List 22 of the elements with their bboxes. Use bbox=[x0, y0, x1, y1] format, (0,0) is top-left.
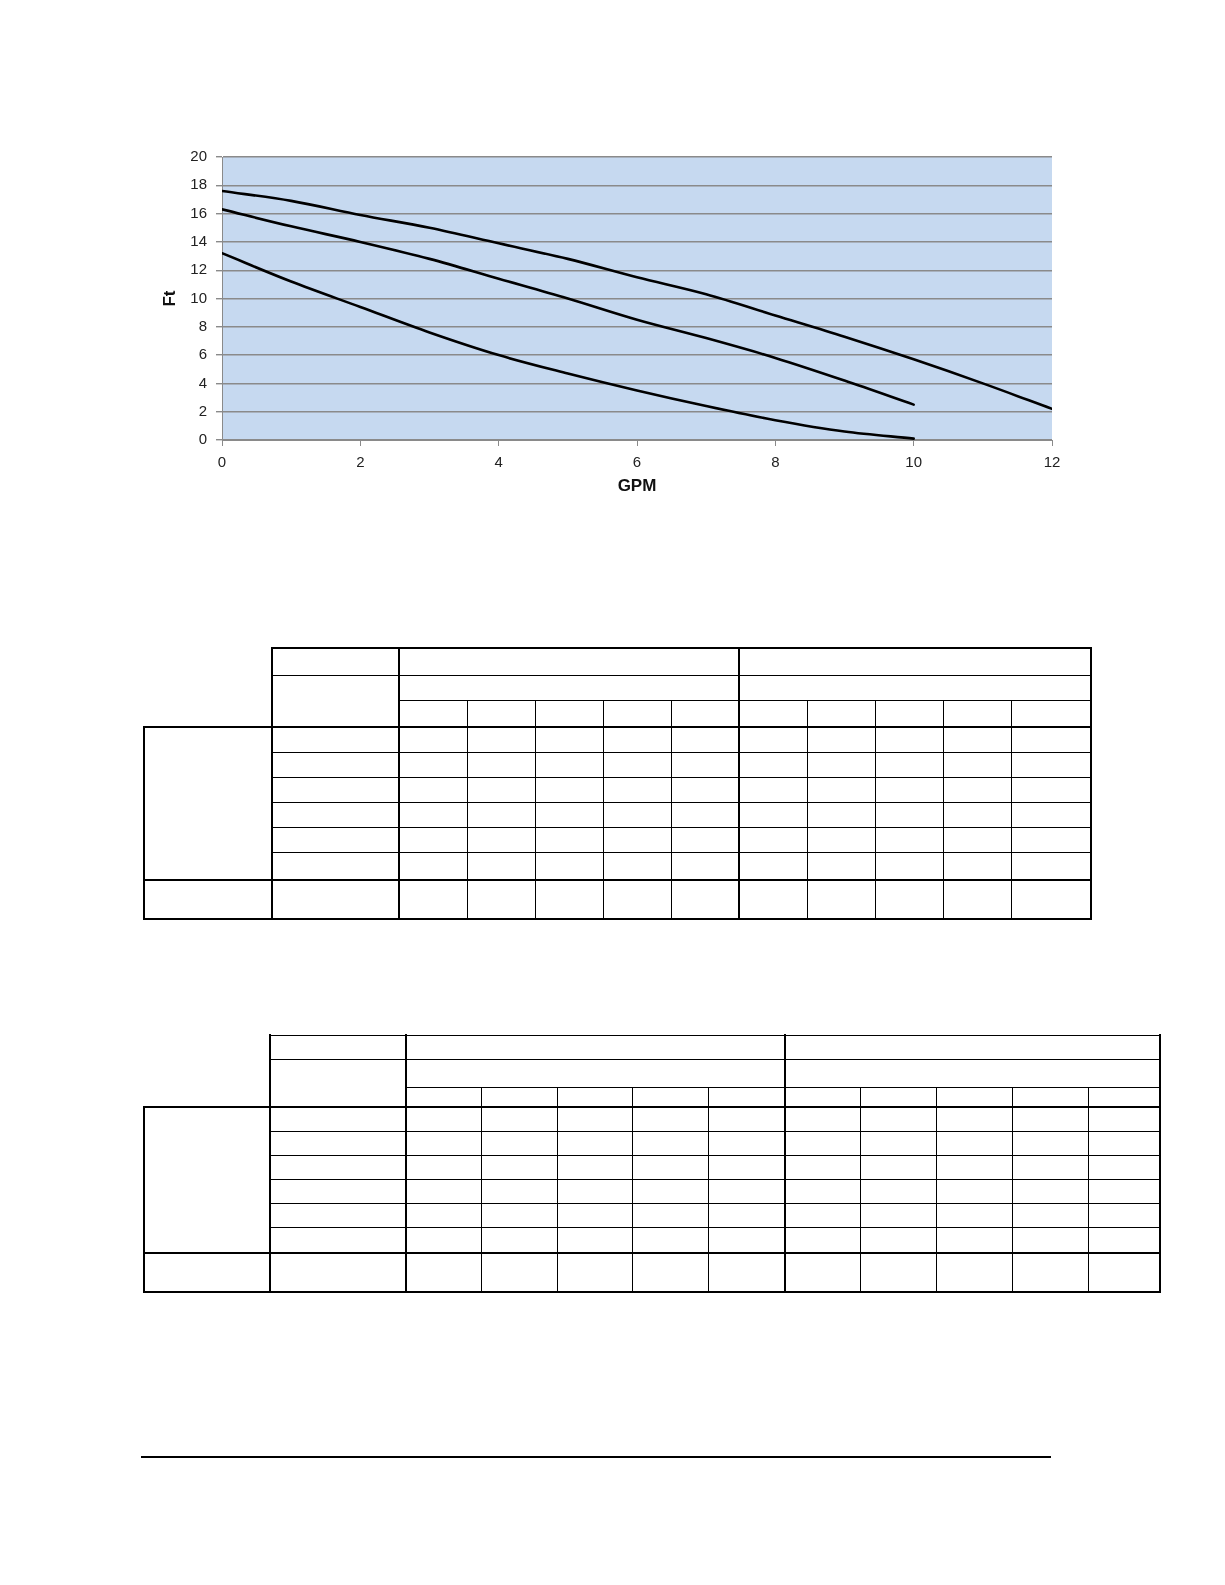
y-tick-label: 20 bbox=[190, 147, 207, 165]
x-tick-label: 8 bbox=[771, 453, 780, 471]
x-tick-label: 6 bbox=[632, 453, 642, 471]
x-tick-label: 4 bbox=[494, 453, 503, 471]
y-tick-label: 4 bbox=[198, 373, 207, 391]
y-tick-label: 2 bbox=[198, 401, 207, 419]
y-axis-title: Ft bbox=[159, 290, 179, 307]
y-tick-label: 10 bbox=[190, 288, 207, 306]
y-tick-label: 0 bbox=[198, 430, 207, 448]
line-series bbox=[222, 251, 915, 440]
y-tick-label: 12 bbox=[190, 260, 207, 278]
y-tick-label: 18 bbox=[190, 175, 207, 193]
y-tick-label: 16 bbox=[190, 203, 207, 221]
y-tick-label: 8 bbox=[198, 316, 207, 334]
y-tick-label: 6 bbox=[198, 345, 207, 363]
x-tick-label: 12 bbox=[1043, 453, 1061, 471]
x-tick-label: 0 bbox=[217, 453, 227, 471]
x-axis-title: GPM bbox=[617, 476, 657, 496]
x-tick-label: 2 bbox=[356, 453, 365, 471]
x-tick-label: 10 bbox=[905, 453, 923, 471]
line-series bbox=[222, 208, 915, 406]
y-tick-label: 14 bbox=[190, 232, 207, 250]
